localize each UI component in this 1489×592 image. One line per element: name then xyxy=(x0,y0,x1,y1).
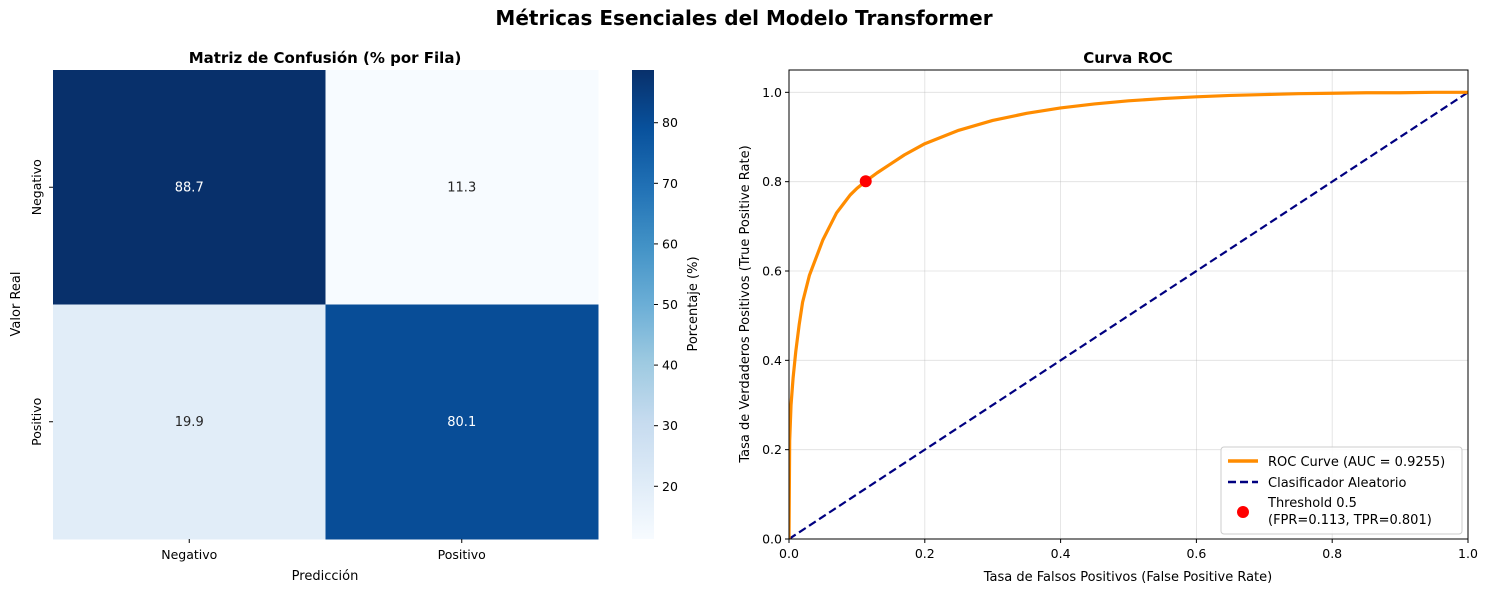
random-classifier-line xyxy=(789,91,1468,539)
legend-threshold-label-line1: Threshold 0.5 xyxy=(1267,496,1357,511)
threshold-point xyxy=(859,175,872,188)
roc-panel: Curva ROC 0.0 0.2 0.4 0.6 0.8 1.0 0.0 0.2 0.4 0.6… xyxy=(738,49,1478,585)
heatmap-ticks: Negativo Positivo Negativo Positivo xyxy=(29,159,486,562)
roc-xtick-label: 0.8 xyxy=(1322,546,1342,561)
roc-xtick-label: 0.2 xyxy=(915,546,935,561)
roc-ytick-label: 1.0 xyxy=(762,85,782,100)
heatmap-ytick-label: Positivo xyxy=(29,398,44,446)
roc-xlabel: Tasa de Falsos Positivos (False Positive… xyxy=(983,570,1272,585)
roc-xtick-label: 1.0 xyxy=(1458,546,1478,561)
colorbar-gradient xyxy=(632,70,654,539)
legend-frame xyxy=(1220,446,1463,535)
confusion-matrix-panel: Matriz de Confusión (% por Fila) 88.7 11.… xyxy=(9,49,599,584)
colorbar-ticks: 20 30 40 50 60 70 80 xyxy=(654,115,678,494)
roc-ytick-label: 0.6 xyxy=(762,264,782,279)
heatmap-cell-value: 88.7 xyxy=(175,180,204,195)
colorbar-tick-label: 20 xyxy=(662,479,678,494)
roc-ylabel: Tasa de Verdaderos Positivos (True Posit… xyxy=(738,145,753,463)
heatmap-xtick-label: Positivo xyxy=(438,547,486,562)
legend-roc-label: ROC Curve (AUC = 0.9255) xyxy=(1268,455,1445,470)
heatmap-cell xyxy=(53,304,326,540)
heatmap-cell-value: 11.3 xyxy=(447,180,476,195)
heatmap-xlabel: Predicción xyxy=(292,569,359,584)
colorbar-tick-label: 60 xyxy=(662,236,678,251)
roc-curve-line xyxy=(789,90,1468,539)
heatmap-cell xyxy=(325,70,599,305)
heatmap-ylabel: Valor Real xyxy=(9,272,24,337)
roc-xtick-label: 0.4 xyxy=(1051,546,1071,561)
heatmap-cell-value: 80.1 xyxy=(447,415,476,430)
roc-ytick-label: 0.4 xyxy=(762,353,782,368)
heatmap-cell-value: 19.9 xyxy=(175,415,204,430)
roc-ytick-label: 0.8 xyxy=(762,174,782,189)
roc-xtick-label: 0.6 xyxy=(1186,546,1206,561)
legend-random-label: Clasificador Aleatorio xyxy=(1268,476,1407,491)
legend-threshold-label-line2: (FPR=0.113, TPR=0.801) xyxy=(1268,513,1432,528)
roc-legend: ROC Curve (AUC = 0.9255) Clasificador Al… xyxy=(1220,446,1463,535)
legend-threshold-swatch xyxy=(1237,506,1249,518)
roc-series xyxy=(789,90,1468,539)
roc-title: Curva ROC xyxy=(1083,49,1173,67)
colorbar-label: Porcentaje (%) xyxy=(686,256,701,351)
heatmap-cell xyxy=(53,70,326,305)
roc-ytick-label: 0.0 xyxy=(762,532,782,547)
heatmap-ytick-label: Negativo xyxy=(29,159,44,215)
heatmap-title: Matriz de Confusión (% por Fila) xyxy=(189,49,462,67)
roc-xtick-label: 0.0 xyxy=(779,546,799,561)
colorbar-tick-label: 70 xyxy=(662,176,678,191)
colorbar-tick-label: 40 xyxy=(662,358,678,373)
roc-ticks: 0.0 0.2 0.4 0.6 0.8 1.0 0.0 0.2 0.4 0.6 0.8 1.0 xyxy=(762,85,1478,561)
colorbar-tick-label: 80 xyxy=(662,115,678,130)
heatmap-cells: 88.7 11.3 19.9 80.1 xyxy=(53,70,599,540)
colorbar-tick-label: 30 xyxy=(662,418,678,433)
colorbar: 20 30 40 50 60 70 80 Porcentaje (%) xyxy=(632,70,701,539)
colorbar-tick-label: 50 xyxy=(662,297,678,312)
roc-ytick-label: 0.2 xyxy=(762,442,782,457)
roc-axes-frame xyxy=(788,69,1469,540)
heatmap-xtick-label: Negativo xyxy=(161,547,217,562)
figure-title: Métricas Esenciales del Modelo Transform… xyxy=(495,6,992,30)
heatmap-cell xyxy=(325,304,599,540)
